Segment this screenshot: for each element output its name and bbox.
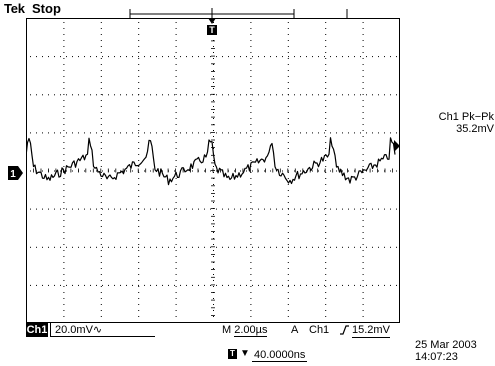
position-arrow-icon: ▼: [240, 348, 250, 359]
svg-text:1: 1: [10, 169, 16, 180]
horizontal-position[interactable]: T ▼ 40.0000ns: [228, 348, 338, 363]
timebase[interactable]: M 2.00µs: [222, 323, 268, 337]
trigger-level[interactable]: 15.2mV: [352, 324, 390, 338]
horizontal-position-value: 40.0000ns: [252, 349, 308, 362]
status-bar: Ch1 20.0mV∿ M 2.00µs A Ch1 15.2mV: [26, 323, 406, 338]
trigger-position-marker: T: [207, 18, 217, 35]
acquisition-time: 14:07:23: [415, 351, 458, 363]
acquisition-status: Stop: [32, 1, 61, 16]
trigger-source[interactable]: Ch1: [309, 324, 330, 336]
channel-1-ground-marker: 1: [8, 166, 23, 180]
channel-1-trace: [26, 137, 396, 186]
trigger-marker-icon: T: [228, 349, 237, 359]
timebase-value: 2.00µs: [234, 324, 268, 337]
acquisition-date: 25 Mar 2003: [415, 339, 477, 351]
waveform-display: T: [26, 18, 400, 323]
channel-label[interactable]: Ch1: [26, 323, 48, 337]
measurement-source: Ch1 Pk−Pk: [438, 111, 494, 123]
svg-text:T: T: [209, 25, 215, 35]
timebase-prefix: M: [222, 324, 232, 336]
rising-edge-icon: [340, 325, 349, 335]
brand-label: Tek: [4, 1, 25, 16]
trigger-level-arrow: [394, 140, 400, 152]
coupling-icon: ∿: [92, 324, 103, 336]
vertical-scale[interactable]: 20.0mV∿: [50, 323, 155, 337]
record-view-bar: [129, 8, 348, 20]
measurement-value: 35.2mV: [456, 123, 494, 135]
graticule-grid: [26, 18, 397, 323]
trigger-mode: A: [291, 324, 299, 336]
vertical-scale-value: 20.0mV: [55, 324, 93, 336]
